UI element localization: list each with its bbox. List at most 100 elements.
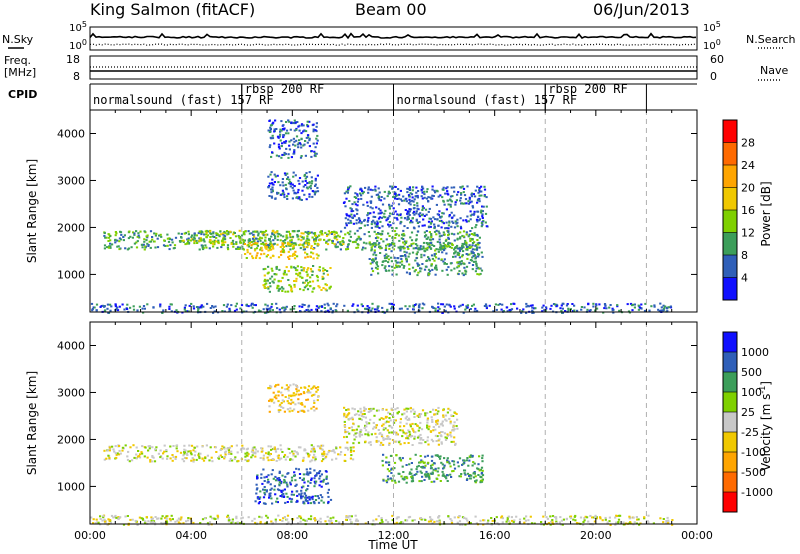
colorbar-swatch: [723, 232, 737, 256]
echo-cell: [223, 238, 226, 241]
echo-cell: [335, 457, 338, 460]
echo-cell: [250, 450, 254, 453]
echo-cell: [611, 307, 614, 310]
echo-cell: [278, 147, 281, 150]
echo-cell: [587, 302, 590, 305]
echo-cell: [412, 212, 415, 215]
echo-cell: [256, 477, 259, 480]
echo-cell: [465, 459, 468, 462]
echo-cell: [250, 241, 253, 243]
echo-cell: [281, 519, 284, 522]
echo-cell: [205, 444, 208, 447]
echo-cell: [647, 521, 650, 524]
echo-cell: [293, 408, 296, 411]
echo-cell: [335, 246, 338, 249]
echo-cell: [259, 239, 262, 242]
echo-cell: [149, 521, 152, 524]
echo-cell: [411, 199, 414, 202]
echo-cell: [222, 243, 225, 246]
echo-cell: [299, 143, 302, 146]
echo-cell: [309, 255, 312, 258]
echo-cell: [356, 246, 360, 249]
echo-cell: [409, 425, 412, 428]
echo-cell: [312, 445, 315, 448]
echo-cell: [453, 305, 456, 308]
echo-cell: [273, 488, 276, 491]
echo-cell: [188, 444, 191, 447]
echo-cell: [269, 445, 273, 448]
echo-cell: [108, 233, 111, 236]
echo-cell: [245, 304, 248, 307]
echo-cell: [299, 247, 302, 250]
echo-cell: [293, 285, 296, 288]
echo-cell: [216, 232, 219, 235]
echo-cell: [280, 480, 283, 483]
echo-cell: [416, 262, 419, 265]
noise-right-tick-top: 105: [703, 20, 721, 34]
echo-cell: [281, 489, 285, 492]
echo-cell: [279, 250, 283, 253]
echo-cell: [311, 386, 315, 389]
echo-cell: [351, 429, 354, 432]
echo-cell: [411, 519, 414, 522]
echo-cell: [442, 188, 445, 191]
echo-cell: [409, 457, 412, 460]
echo-cell: [284, 183, 287, 186]
echo-cell: [637, 518, 640, 521]
echo-cell: [235, 243, 238, 245]
echo-cell: [399, 429, 402, 432]
echo-cell: [409, 435, 412, 438]
echo-cell: [369, 418, 372, 421]
echo-cell: [646, 520, 649, 523]
echo-cell: [416, 207, 419, 210]
echo-cell: [430, 263, 433, 266]
x-tick-label: 16:00: [479, 529, 511, 542]
colorbar-tick-label: -500: [741, 466, 766, 479]
echo-cell: [448, 245, 452, 248]
echo-cell: [300, 497, 303, 500]
echo-cell: [476, 273, 479, 276]
echo-cell: [296, 494, 299, 497]
echo-cell: [281, 153, 284, 156]
echo-cell: [247, 230, 250, 233]
echo-cell: [394, 191, 397, 194]
echo-cell: [145, 235, 148, 238]
echo-cell: [375, 436, 378, 439]
echo-cell: [471, 227, 474, 230]
echo-cell: [430, 464, 433, 467]
echo-cell: [258, 501, 261, 503]
echo-cell: [471, 268, 474, 271]
echo-cell: [289, 481, 292, 484]
echo-cell: [351, 216, 354, 219]
echo-cell: [300, 492, 303, 495]
echo-cell: [406, 191, 409, 194]
echo-cell: [109, 242, 112, 245]
echo-cell: [160, 235, 163, 238]
echo-cell: [402, 431, 405, 434]
echo-cell: [444, 244, 447, 246]
echo-cell: [419, 270, 422, 273]
echo-cell: [187, 230, 190, 233]
echo-cell: [116, 239, 119, 242]
echo-cell: [206, 522, 210, 525]
echo-cell: [183, 448, 186, 451]
echo-cell: [406, 210, 409, 213]
echo-cell: [298, 305, 301, 308]
echo-cell: [416, 204, 419, 207]
echo-cell: [220, 240, 224, 243]
echo-cell: [269, 488, 272, 491]
echo-cell: [555, 520, 558, 523]
echo-cell: [406, 212, 409, 215]
echo-cell: [325, 482, 328, 485]
echo-cell: [260, 237, 264, 240]
colorbar-tick-label: 500: [741, 366, 762, 379]
echo-cell: [306, 235, 309, 238]
echo-cell: [177, 232, 180, 235]
echo-cell: [102, 514, 105, 517]
echo-cell: [318, 266, 321, 269]
echo-cell: [339, 241, 342, 244]
echo-cell: [303, 492, 306, 495]
echo-cell: [264, 303, 267, 306]
echo-cell: [316, 495, 319, 498]
echo-cell: [463, 469, 466, 472]
